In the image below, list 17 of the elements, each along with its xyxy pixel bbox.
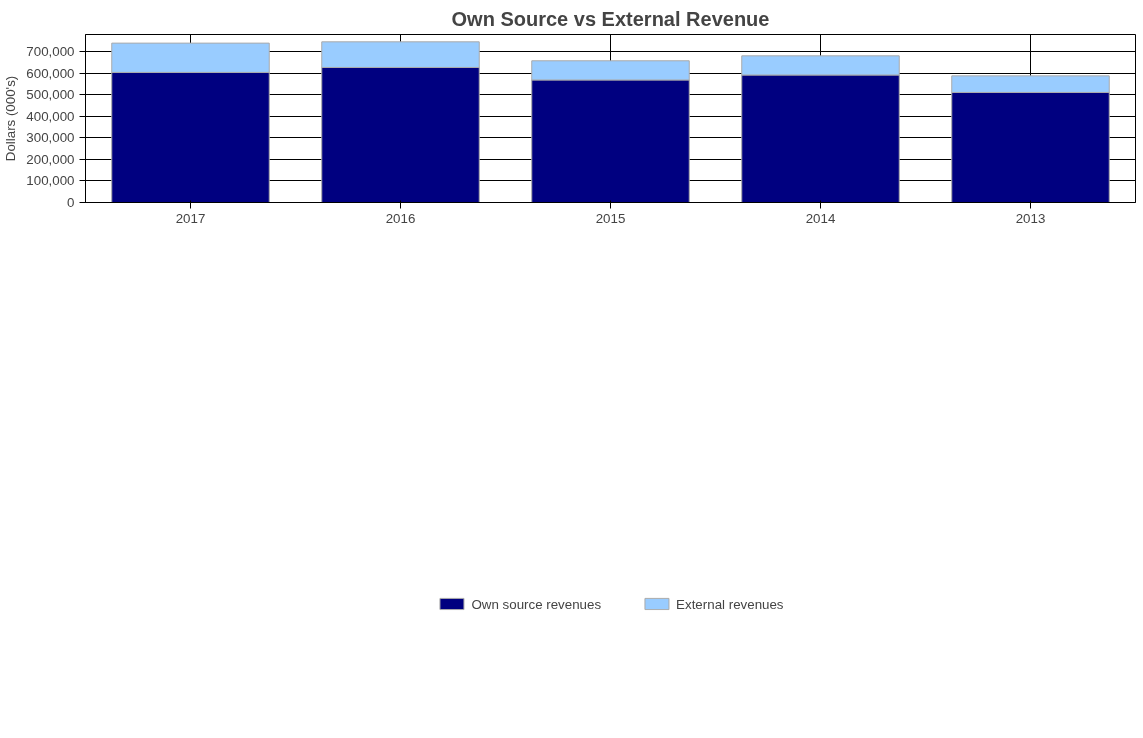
legend-label: External revenues <box>676 596 784 612</box>
x-tick-label: 2014 <box>805 210 836 226</box>
y-tick-label: 700,000 <box>26 44 75 60</box>
y-tick-label: 200,000 <box>26 151 75 167</box>
y-tick-label: 0 <box>67 195 75 210</box>
y-tick-label: 100,000 <box>26 173 75 189</box>
legend-label: Own source revenues <box>471 596 602 612</box>
y-axis-title: Dollars (000's) <box>3 75 19 162</box>
y-tick-label: 600,000 <box>26 65 75 81</box>
y-tick-label: 400,000 <box>26 108 75 124</box>
chart-title: Own Source vs External Revenue <box>451 7 770 30</box>
x-tick-label: 2017 <box>175 210 206 226</box>
y-tick-label: 500,000 <box>26 87 75 103</box>
x-tick-label: 2016 <box>385 210 416 226</box>
x-tick-label: 2015 <box>595 210 626 226</box>
x-tick-label: 2013 <box>1015 210 1046 226</box>
y-tick-label: 300,000 <box>26 130 75 146</box>
